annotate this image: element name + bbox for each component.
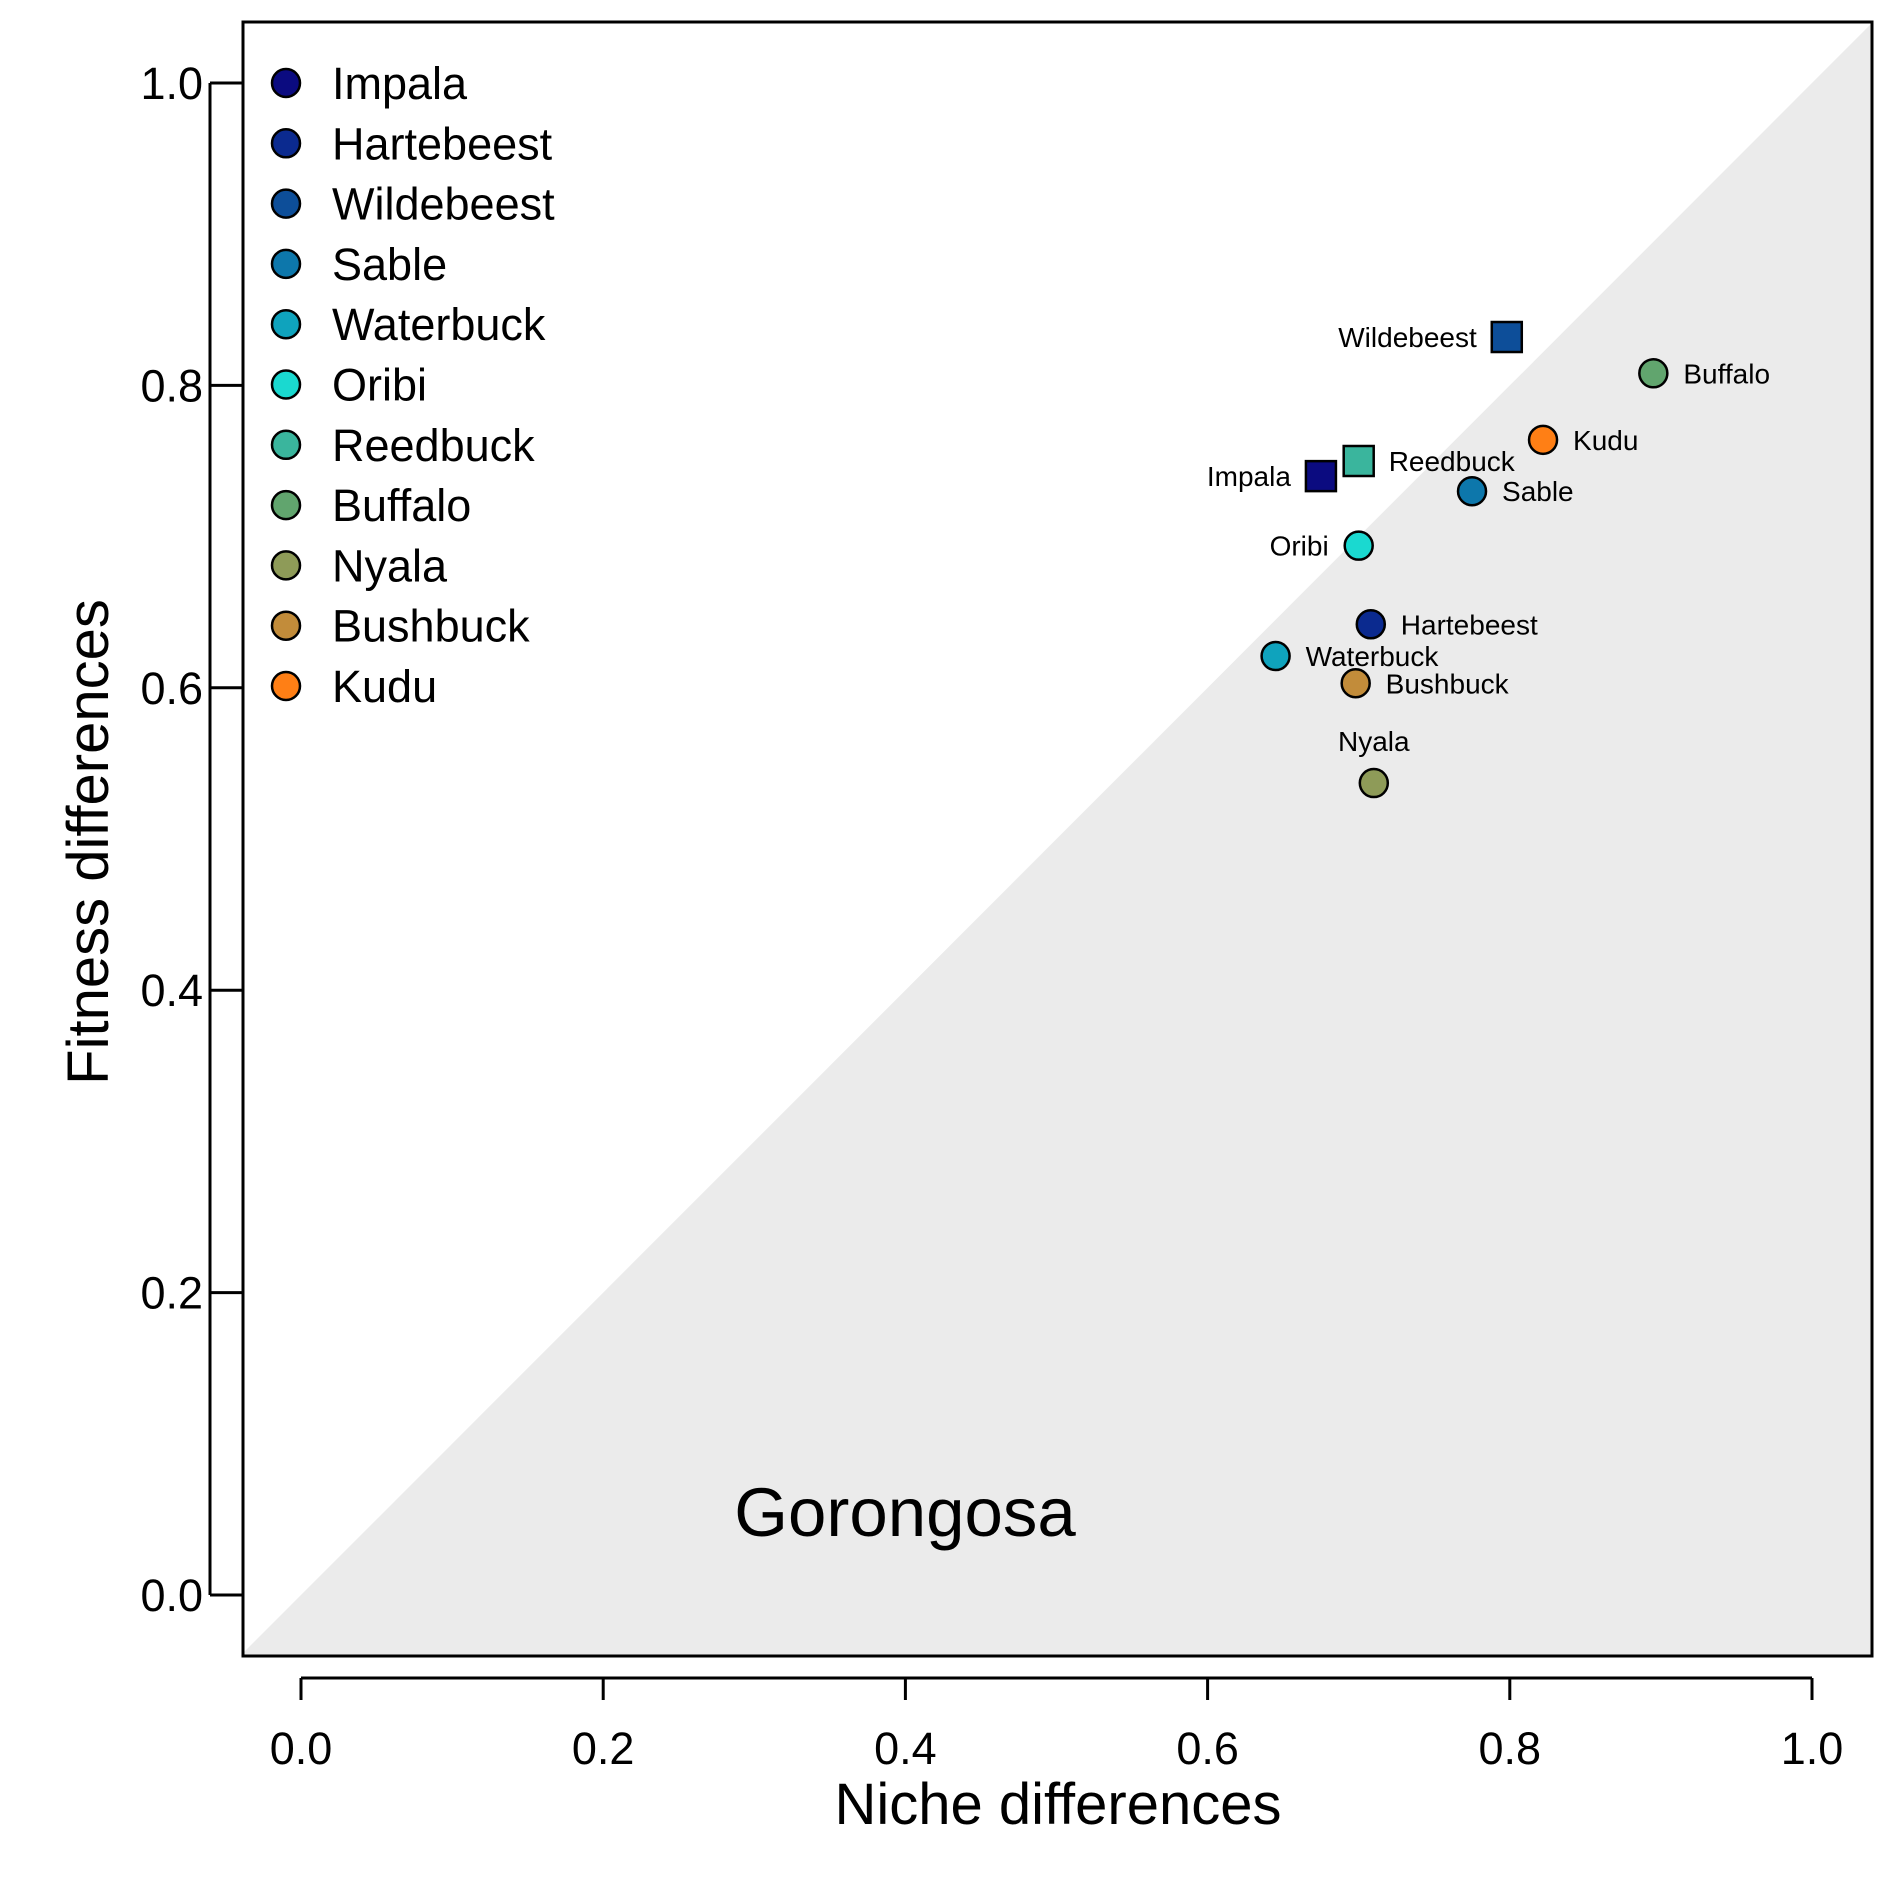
legend-label: Waterbuck [332, 299, 546, 350]
region-label: Gorongosa [734, 1474, 1076, 1551]
legend-label: Wildebeest [332, 179, 555, 230]
point-label: Reedbuck [1389, 446, 1516, 477]
point-marker [1355, 609, 1387, 640]
y-tick-label: 0.2 [140, 1268, 203, 1319]
legend-marker [270, 610, 302, 641]
legend: Impala Hartebeest Wildebeest Sable Waterbuck… [270, 58, 555, 712]
point-label: Oribi [1270, 531, 1329, 562]
legend-marker [270, 308, 302, 340]
point-marker [1456, 475, 1488, 507]
point-label: Kudu [1573, 425, 1638, 456]
legend-marker [270, 128, 302, 159]
point-marker [1343, 530, 1374, 561]
legend-label: Sable [332, 239, 447, 290]
point-label: Sable [1502, 476, 1574, 507]
plot-frame [241, 20, 1874, 1658]
legend-label: Kudu [332, 661, 437, 712]
x-tick-label: 0.4 [874, 1723, 937, 1774]
point-marker [1304, 459, 1338, 493]
x-tick-label: 0.6 [1176, 1723, 1239, 1774]
point-label: Bushbuck [1386, 668, 1510, 699]
y-tick-label: 0.6 [140, 663, 203, 714]
y-tick-label: 0.4 [140, 965, 203, 1016]
point-label: Waterbuck [1306, 641, 1440, 672]
legend-label: Buffalo [332, 480, 471, 531]
legend-marker [270, 489, 302, 521]
point-label: Nyala [1338, 726, 1410, 757]
point-marker [1358, 767, 1390, 799]
x-tick-label: 0.0 [270, 1723, 333, 1774]
x-tick-label: 0.2 [572, 1723, 635, 1774]
point-marker [1260, 640, 1291, 672]
legend-marker [270, 369, 302, 400]
point-marker [1490, 320, 1524, 354]
legend-label: Bushbuck [332, 601, 530, 652]
point-marker [1527, 424, 1559, 456]
x-axis: 0.0 0.2 0.4 0.6 0.8 1.0 [270, 1676, 1844, 1774]
point-label: Hartebeest [1401, 609, 1538, 640]
point-label: Wildebeest [1338, 322, 1477, 353]
legend-marker [270, 188, 302, 219]
x-tick-label: 1.0 [1781, 1723, 1844, 1774]
x-axis-title: Niche differences [834, 1772, 1281, 1837]
point-marker [1342, 444, 1375, 478]
legend-label: Oribi [332, 360, 427, 411]
y-tick-label: 0.0 [140, 1570, 203, 1621]
coexistence-region [240, 22, 1873, 1656]
point-marker [1340, 668, 1371, 699]
legend-label: Reedbuck [332, 420, 535, 471]
legend-marker [270, 429, 302, 461]
y-axis: 0.0 0.2 0.4 0.6 0.8 1.0 [140, 58, 242, 1621]
y-tick-label: 0.8 [140, 360, 203, 411]
legend-marker [270, 248, 302, 280]
point-marker [1638, 358, 1669, 389]
legend-marker [270, 550, 302, 581]
legend-label: Impala [332, 58, 468, 109]
legend-marker [270, 67, 302, 99]
point-label: Buffalo [1683, 358, 1770, 389]
legend-marker [270, 670, 302, 702]
point-label: Impala [1207, 461, 1291, 492]
legend-label: Hartebeest [332, 118, 553, 169]
legend-label: Nyala [332, 540, 448, 591]
data-points: Wildebeest Buffalo Kudu Reedbuck Impala Sable… [1207, 320, 1770, 799]
x-tick-label: 0.8 [1479, 1723, 1542, 1774]
y-tick-label: 1.0 [140, 58, 203, 109]
y-axis-title: Fitness differences [56, 599, 121, 1085]
